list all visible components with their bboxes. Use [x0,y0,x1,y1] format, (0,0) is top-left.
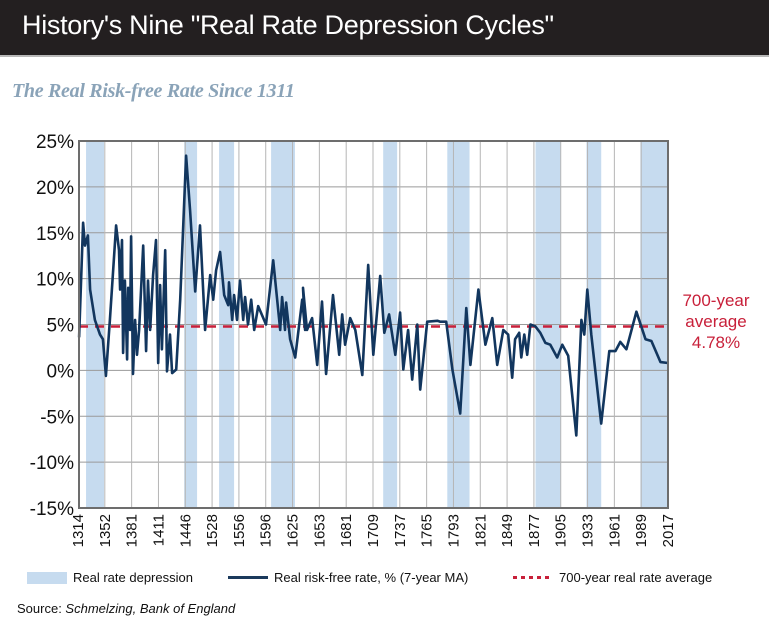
title-bar: History's Nine "Real Rate Depression Cyc… [0,0,769,57]
chart-subtitle: The Real Risk-free Rate Since 1311 [12,80,295,102]
series-line-real-rate [77,154,669,437]
average-annotation: 700-year average 4.78% [682,291,749,352]
average-annotation-line: 4.78% [692,333,740,352]
y-tick-label: -15% [30,499,74,520]
x-tick-label: 1821 [472,514,489,547]
x-tick-label: 1737 [392,514,409,547]
plot-border [78,140,669,509]
x-tick-label: 1793 [445,514,462,547]
y-tick-label: 15% [36,224,74,245]
x-tick-label: 1314 [70,514,87,547]
y-tick-label: -10% [30,453,74,474]
legend-item-depression: Real rate depression [27,570,193,585]
legend-swatch-dash [513,576,553,579]
y-tick-label: 25% [36,132,74,153]
x-tick-label: 1596 [258,514,275,547]
x-tick-label: 1381 [124,514,141,547]
legend-item-average: 700-year real rate average [513,570,712,585]
y-tick-label: 20% [36,178,74,199]
legend-label-average: 700-year real rate average [559,570,713,585]
x-tick-label: 1933 [580,514,597,547]
y-tick-label: 5% [47,316,75,337]
x-tick-label: 1989 [633,514,650,547]
y-tick-label: 0% [47,361,75,382]
x-tick-label: 1528 [204,514,221,547]
x-tick-label: 1446 [177,514,194,547]
x-tick-label: 1352 [97,514,114,547]
series-group [77,154,669,437]
x-tick-label: 1625 [285,514,302,547]
legend-swatch-line [228,576,268,579]
source-text: Schmelzing, Bank of England [65,601,236,616]
x-tick-label: 1653 [311,514,328,547]
x-tick-label: 1849 [499,514,516,547]
legend-label-rate: Real risk-free rate, % (7-year MA) [274,570,469,585]
average-annotation-line: 700-year [682,291,749,310]
y-tick-label: 10% [36,270,74,291]
source-note: Source: Schmelzing, Bank of England [17,601,235,616]
average-annotation-line: average [685,312,746,331]
x-tick-label: 1411 [150,514,167,546]
x-tick-label: 1877 [526,514,543,547]
y-axis-ticks: 25% 20% 15% 10% 5% 0% -5% -10% -15% [30,132,74,520]
legend: Real rate depression Real risk-free rate… [0,570,769,590]
x-tick-label: 1961 [606,514,623,547]
y-tick-label: -5% [40,407,74,428]
plot-frame [78,140,669,509]
x-tick-label: 1709 [365,514,382,547]
chart-svg: 25% 20% 15% 10% 5% 0% -5% -10% -15% 1314 1352 1381… [30,132,750,547]
x-tick-label: 1905 [553,514,570,547]
x-tick-label: 2017 [660,514,677,547]
x-tick-label: 1765 [419,514,436,547]
legend-swatch-band [27,571,67,584]
x-tick-label: 1681 [338,514,355,547]
legend-label-depression: Real rate depression [73,570,193,585]
chart-main-title: History's Nine "Real Rate Depression Cyc… [22,10,554,40]
x-tick-label: 1556 [231,514,248,547]
legend-item-rate: Real risk-free rate, % (7-year MA) [228,570,468,585]
source-prefix: Source: [17,601,66,616]
x-axis-ticks: 1314 1352 1381 1411 1446 1528 1556 1596 1625 1653… [70,514,677,547]
